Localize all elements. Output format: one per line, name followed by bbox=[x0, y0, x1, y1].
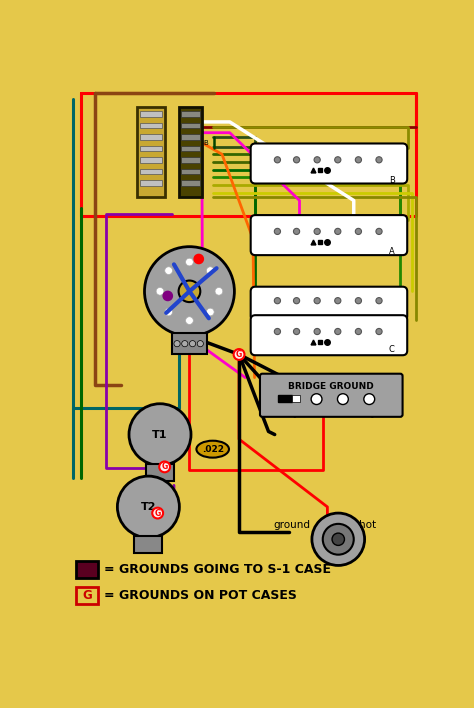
Text: BRIDGE GROUND: BRIDGE GROUND bbox=[288, 382, 374, 391]
Circle shape bbox=[174, 341, 180, 347]
Circle shape bbox=[335, 156, 341, 163]
Circle shape bbox=[332, 533, 345, 545]
Circle shape bbox=[165, 267, 173, 275]
Circle shape bbox=[314, 229, 320, 234]
FancyBboxPatch shape bbox=[251, 144, 407, 183]
Circle shape bbox=[179, 280, 201, 302]
Bar bbox=[173, 333, 207, 355]
Bar bbox=[140, 122, 162, 128]
Text: B: B bbox=[389, 176, 394, 185]
Circle shape bbox=[194, 254, 203, 263]
Circle shape bbox=[163, 291, 173, 301]
Circle shape bbox=[182, 341, 188, 347]
Bar bbox=[76, 561, 98, 578]
Bar bbox=[140, 169, 162, 174]
Text: = GROUNDS ON POT CASES: = GROUNDS ON POT CASES bbox=[104, 589, 297, 602]
Circle shape bbox=[206, 308, 214, 316]
FancyBboxPatch shape bbox=[251, 287, 407, 321]
Ellipse shape bbox=[196, 440, 229, 457]
Circle shape bbox=[314, 156, 320, 163]
Text: G: G bbox=[155, 508, 161, 518]
Bar bbox=[181, 157, 200, 163]
Bar bbox=[181, 181, 200, 185]
Circle shape bbox=[197, 341, 203, 347]
Text: = GROUNDS GOING TO S-1 CASE: = GROUNDS GOING TO S-1 CASE bbox=[104, 563, 331, 576]
Circle shape bbox=[293, 297, 300, 304]
Text: A: A bbox=[389, 247, 394, 256]
Text: B: B bbox=[203, 140, 208, 146]
Circle shape bbox=[356, 156, 362, 163]
Circle shape bbox=[206, 267, 214, 275]
Circle shape bbox=[356, 329, 362, 335]
Bar bbox=[278, 394, 292, 402]
Circle shape bbox=[274, 156, 281, 163]
Bar bbox=[181, 169, 200, 174]
Circle shape bbox=[293, 229, 300, 234]
Bar bbox=[140, 146, 162, 152]
Text: C: C bbox=[389, 345, 394, 354]
FancyBboxPatch shape bbox=[260, 374, 402, 417]
Text: ground: ground bbox=[273, 520, 310, 530]
FancyBboxPatch shape bbox=[179, 106, 202, 198]
Circle shape bbox=[118, 476, 179, 537]
Circle shape bbox=[314, 329, 320, 335]
Circle shape bbox=[234, 349, 245, 360]
Bar bbox=[135, 536, 162, 553]
Circle shape bbox=[274, 229, 281, 234]
Bar bbox=[292, 394, 300, 402]
Text: T1: T1 bbox=[152, 430, 168, 440]
Circle shape bbox=[186, 258, 193, 266]
Circle shape bbox=[335, 329, 341, 335]
Circle shape bbox=[335, 297, 341, 304]
Circle shape bbox=[129, 404, 191, 465]
Circle shape bbox=[190, 341, 196, 347]
Circle shape bbox=[364, 394, 374, 404]
Circle shape bbox=[165, 308, 173, 316]
Bar bbox=[181, 111, 200, 117]
Text: G: G bbox=[162, 462, 168, 472]
FancyBboxPatch shape bbox=[251, 215, 407, 255]
Bar bbox=[181, 122, 200, 128]
Circle shape bbox=[376, 229, 382, 234]
Circle shape bbox=[311, 394, 322, 404]
Bar bbox=[76, 587, 98, 604]
Bar bbox=[140, 181, 162, 185]
Bar bbox=[140, 135, 162, 139]
Bar bbox=[181, 135, 200, 139]
Circle shape bbox=[314, 297, 320, 304]
Circle shape bbox=[274, 329, 281, 335]
Circle shape bbox=[335, 229, 341, 234]
Circle shape bbox=[215, 287, 223, 295]
Text: .022: .022 bbox=[202, 445, 224, 454]
Text: G: G bbox=[82, 589, 92, 602]
Circle shape bbox=[186, 316, 193, 324]
Text: hot: hot bbox=[359, 520, 376, 530]
FancyBboxPatch shape bbox=[251, 315, 407, 355]
Text: G: G bbox=[236, 350, 242, 359]
Circle shape bbox=[274, 297, 281, 304]
Circle shape bbox=[376, 156, 382, 163]
Circle shape bbox=[337, 394, 348, 404]
Circle shape bbox=[293, 156, 300, 163]
Bar bbox=[181, 146, 200, 152]
Circle shape bbox=[376, 329, 382, 335]
Circle shape bbox=[156, 287, 164, 295]
Circle shape bbox=[293, 329, 300, 335]
Bar bbox=[140, 157, 162, 163]
Circle shape bbox=[376, 297, 382, 304]
FancyBboxPatch shape bbox=[137, 106, 164, 198]
Circle shape bbox=[152, 508, 163, 518]
Bar bbox=[140, 111, 162, 117]
Circle shape bbox=[356, 229, 362, 234]
Circle shape bbox=[312, 513, 365, 566]
Circle shape bbox=[145, 246, 235, 336]
Bar bbox=[146, 464, 174, 481]
Circle shape bbox=[323, 524, 354, 554]
Circle shape bbox=[159, 462, 170, 472]
Circle shape bbox=[356, 297, 362, 304]
Text: T2: T2 bbox=[141, 502, 156, 512]
